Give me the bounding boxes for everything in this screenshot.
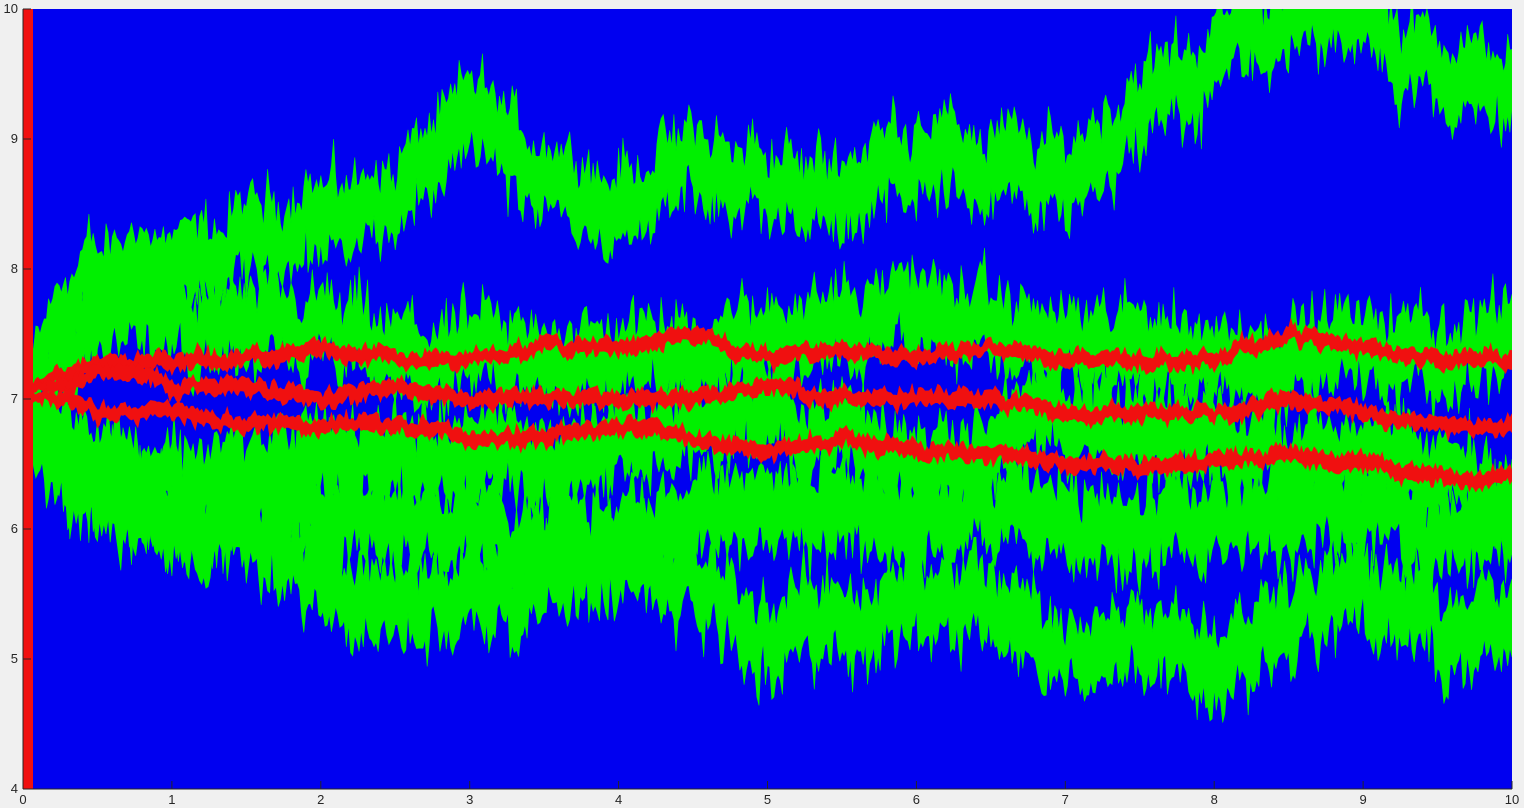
y-tick-label: 7 [11, 391, 18, 406]
x-tick-label: 7 [1062, 792, 1069, 807]
outer-path-3 [23, 355, 1512, 550]
x-tick-label: 8 [1211, 792, 1218, 807]
y-tick-label: 4 [11, 781, 18, 796]
x-tick-label: 1 [168, 792, 175, 807]
y-tick-label: 8 [11, 261, 18, 276]
x-tick-label: 6 [913, 792, 920, 807]
inner-path-3 [23, 385, 1512, 493]
y-tick-label: 10 [4, 1, 18, 16]
x-tick-label: 0 [19, 792, 26, 807]
outer-path-1 [23, 9, 1512, 415]
inner-path-1 [23, 318, 1512, 404]
outer-path-5 [23, 373, 1512, 723]
x-axis: 0 1 2 3 4 5 6 7 8 9 10 [19, 781, 1519, 807]
x-tick-label: 9 [1359, 792, 1366, 807]
plot-area [23, 9, 1512, 789]
x-tick-label: 5 [764, 792, 771, 807]
inner-path-2 [23, 359, 1512, 442]
x-tick-label: 4 [615, 792, 622, 807]
x-tick-label: 10 [1505, 792, 1519, 807]
x-tick-label: 2 [317, 792, 324, 807]
y-tick-label: 9 [11, 131, 18, 146]
y-axis: 4 5 6 7 8 9 10 [4, 1, 31, 796]
x-tick-label: 3 [466, 792, 473, 807]
y-tick-label: 5 [11, 651, 18, 666]
y-tick-label: 6 [11, 521, 18, 536]
